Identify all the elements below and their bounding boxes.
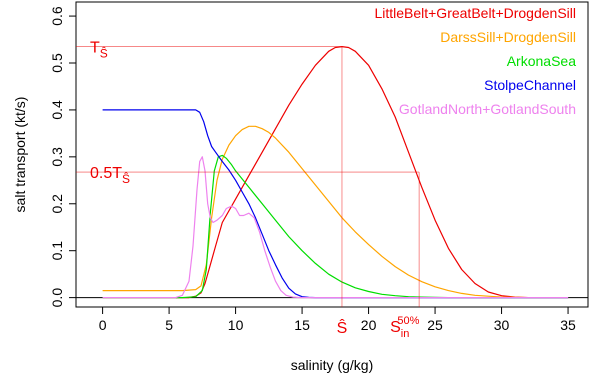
x-tick-label: 20 xyxy=(361,317,377,333)
y-tick-label: 0.3 xyxy=(49,147,65,167)
x-tick-label: 0 xyxy=(99,317,107,333)
s-in-50-tick-label: Sin50% xyxy=(390,315,419,340)
half-t-shat-label: 0.5TŜ xyxy=(90,165,130,186)
x-tick-label: 5 xyxy=(165,317,173,333)
legend-entry-3: StolpeChannel xyxy=(484,77,576,93)
y-axis-title: salt transport (kt/s) xyxy=(12,97,28,213)
x-tick-label: 10 xyxy=(228,317,244,333)
series-line-0 xyxy=(102,46,569,299)
y-tick-label: 0.2 xyxy=(49,194,65,214)
y-tick-label: 0.4 xyxy=(49,100,65,120)
plot-box xyxy=(75,1,589,308)
y-tick-label: 0.6 xyxy=(49,6,65,26)
legend-entry-0: LittleBelt+GreatBelt+DrogdenSill xyxy=(374,5,576,21)
x-tick-label: 25 xyxy=(427,317,443,333)
x-tick-label: 15 xyxy=(294,317,310,333)
series-line-4 xyxy=(102,156,569,299)
y-tick-label: 0.0 xyxy=(49,288,65,308)
series-line-1 xyxy=(102,125,569,299)
legend: LittleBelt+GreatBelt+DrogdenSill DarssSil… xyxy=(374,5,576,117)
legend-entry-2: ArkonaSea xyxy=(507,53,576,69)
x-axis-title: salinity (g/kg) xyxy=(291,357,373,373)
reference-lines xyxy=(76,46,420,307)
x-tick-label: 30 xyxy=(494,317,510,333)
legend-entry-4: GotlandNorth+GotlandSouth xyxy=(399,101,576,117)
series-line-3 xyxy=(102,109,569,299)
legend-entry-1: DarssSill+DrogdenSill xyxy=(440,29,576,45)
series-lines xyxy=(102,46,569,299)
s-hat-tick-label: Ŝ xyxy=(337,318,348,337)
annotations: TŜ 0.5TŜ Ŝ Sin50% xyxy=(90,40,420,340)
series-line-2 xyxy=(102,154,569,299)
plot-frame xyxy=(75,1,589,308)
y-tick-label: 0.1 xyxy=(49,241,65,261)
t-shat-label: TŜ xyxy=(90,40,108,61)
x-tick-label: 35 xyxy=(560,317,576,333)
axes: 0 5 10 15 20 25 30 35 0.0 0.1 0.2 0.3 0.4 0.5 0.6 salin… xyxy=(12,6,576,373)
y-tick-label: 0.5 xyxy=(49,53,65,73)
